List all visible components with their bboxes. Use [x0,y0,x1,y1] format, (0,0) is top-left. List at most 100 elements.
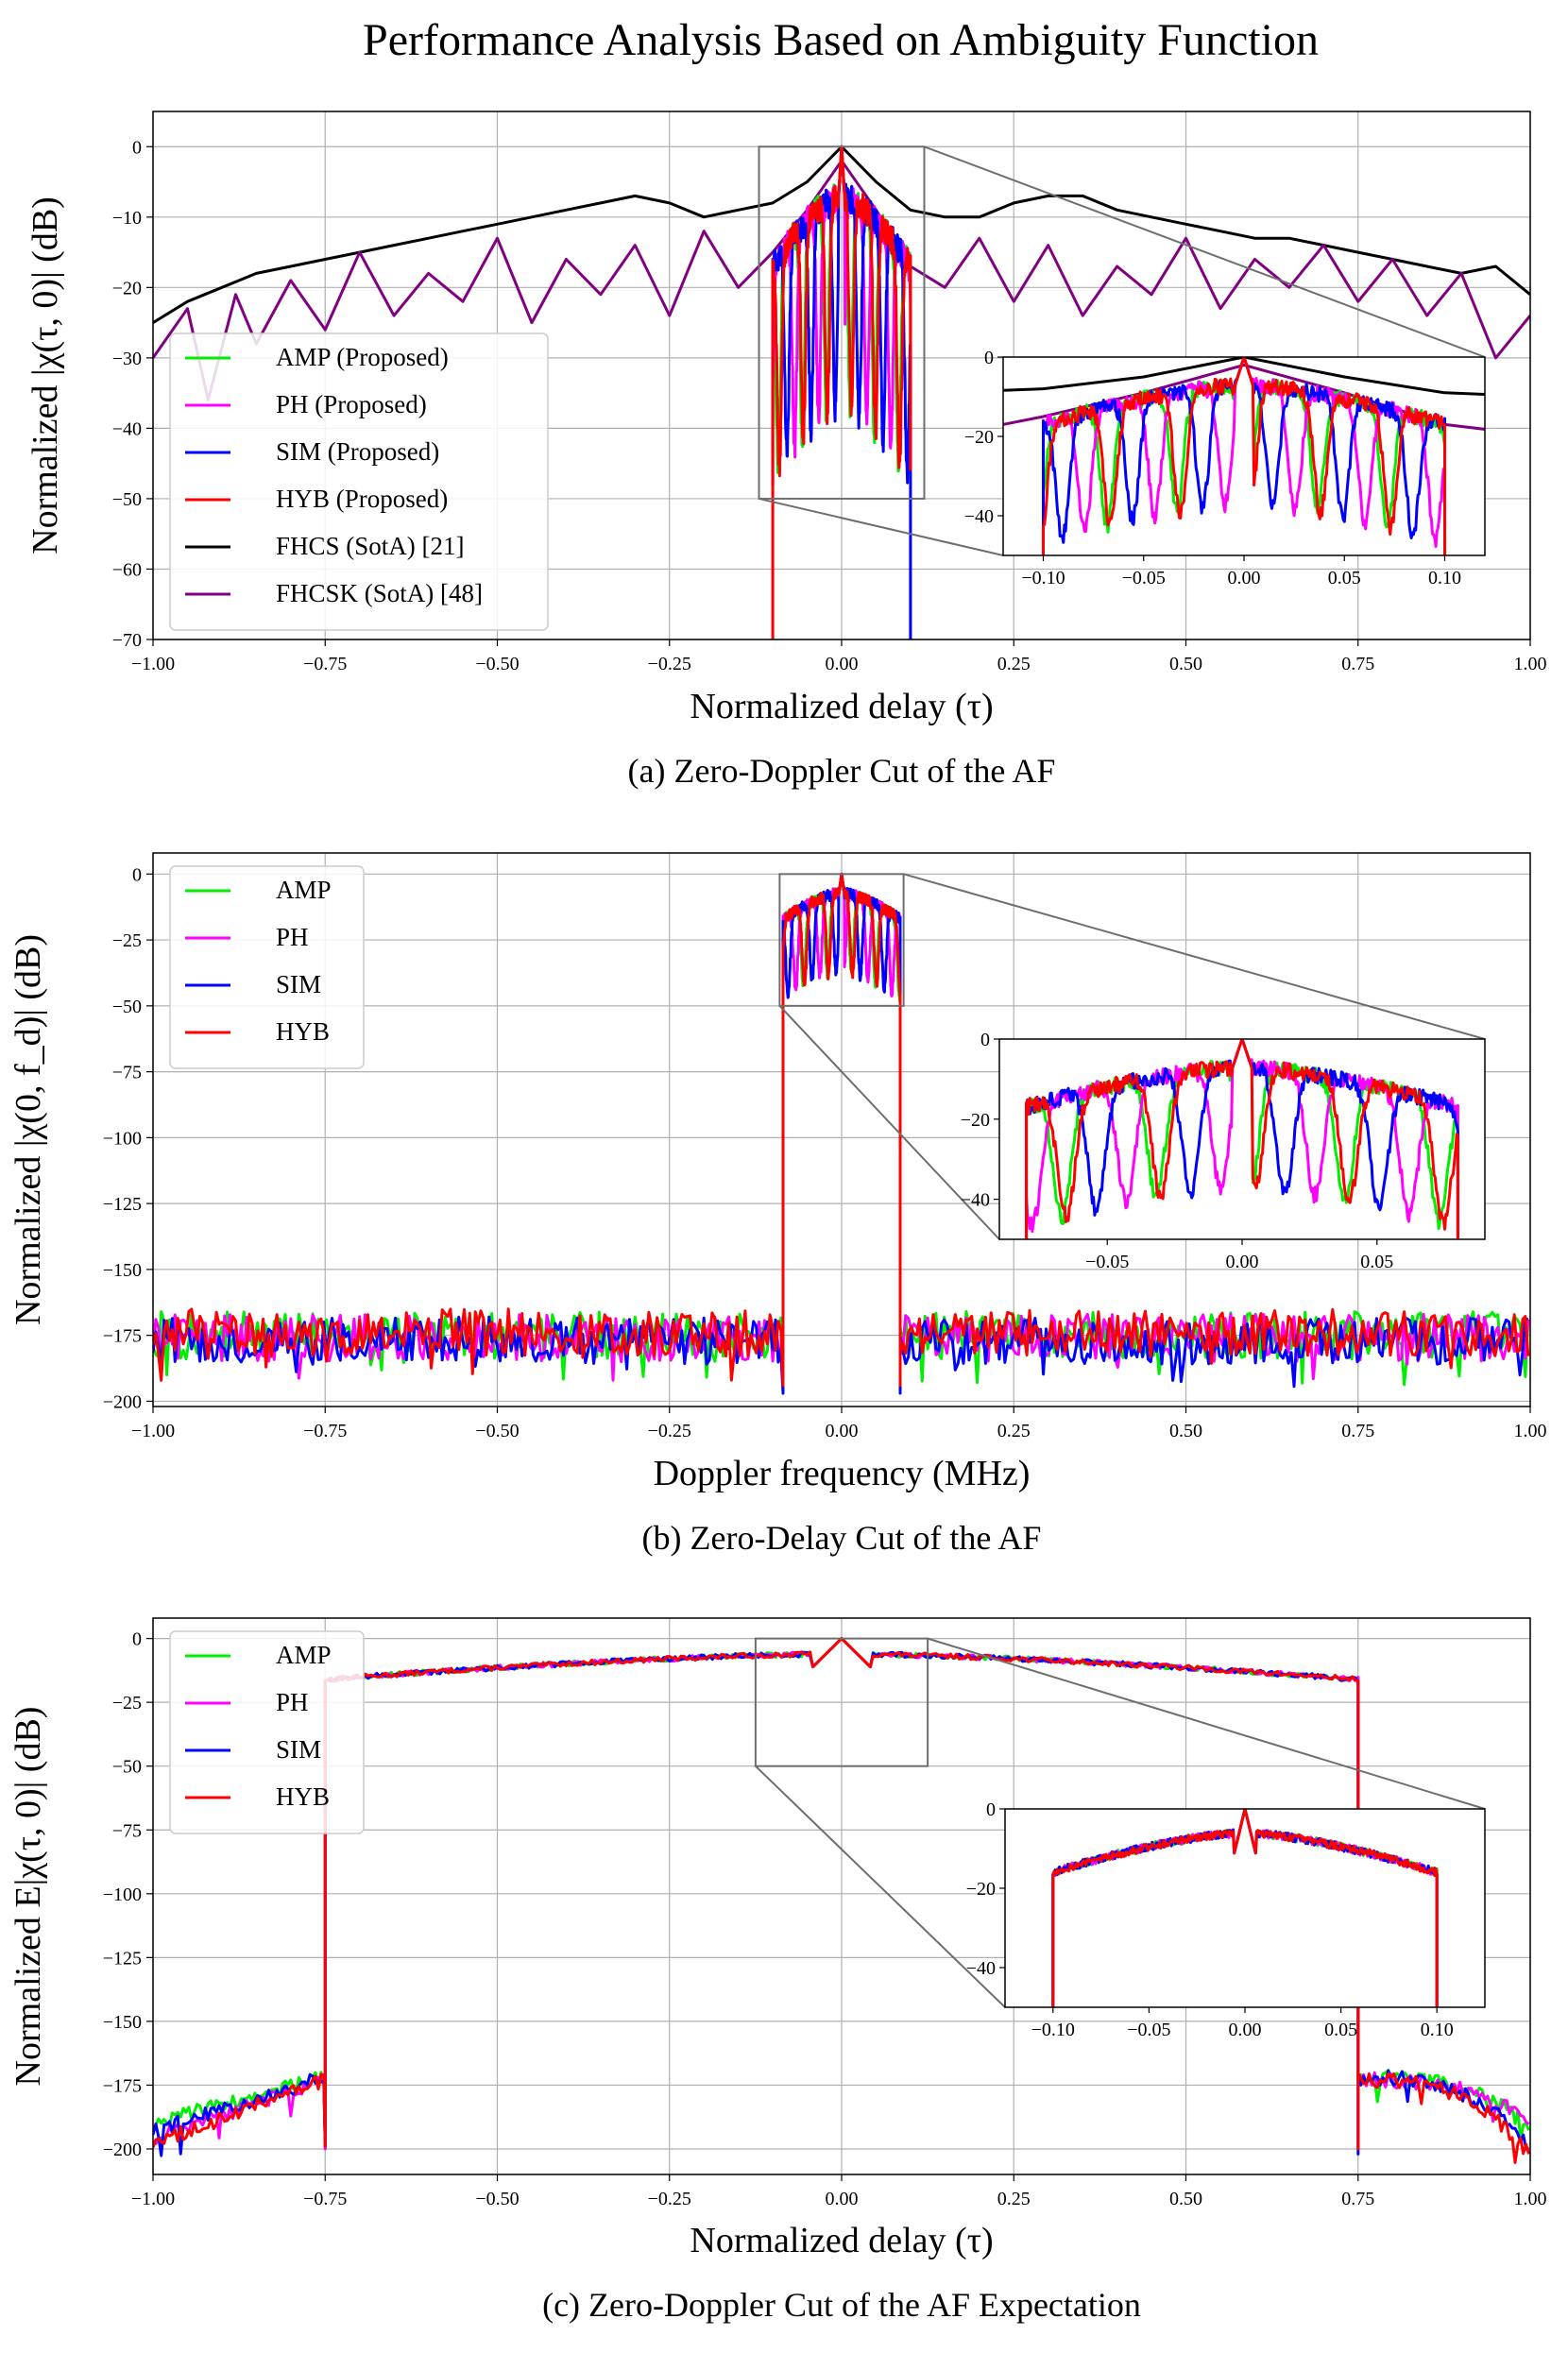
inset-background [1005,1809,1485,2007]
zoom-connector [755,1765,1006,2008]
legend-label: HYB [276,1782,330,1811]
x-tick-label: 0.50 [1169,1421,1202,1441]
x-tick-label: −0.50 [475,2189,519,2209]
inset-plot-area [1003,357,1485,555]
axes-frame [152,852,1531,1407]
legend-label: SIM (Proposed) [276,437,439,466]
y-axis-label: Normalized E|χ(τ, 0)| (dB) [9,1707,48,2087]
inset-series-line-hyb [1025,1039,1459,1239]
x-tick-label: 1.00 [1514,654,1547,674]
inset-y-tick-label: 0 [986,1799,996,1820]
inset-x-tick-label: 0.00 [1229,2020,1262,2040]
y-tick-label: −30 [112,349,142,369]
x-tick-label: 0.75 [1341,1421,1374,1441]
x-tick-label: 0.75 [1341,654,1374,674]
y-tick-label: −200 [103,2140,142,2160]
legend-box [169,865,365,1069]
inset-y-tick-label: −20 [961,1110,990,1131]
x-tick-label: 0.00 [826,2189,859,2209]
legend-label: AMP (Proposed) [276,343,449,371]
x-tick-label: 0.75 [1341,2189,1374,2209]
zoom-connector [924,145,1486,358]
inset-x-tick-label: −0.05 [1127,2020,1170,2040]
inset-y-tick-label: −40 [964,506,994,527]
figure-title: Performance Analysis Based on Ambiguity … [363,15,1319,65]
axes-frame [152,111,1531,640]
x-tick-label: 0.50 [1169,654,1202,674]
x-tick-label: 0.50 [1169,2189,1202,2209]
legend-label: PH [276,923,309,951]
y-tick-label: −25 [112,1693,142,1714]
y-tick-label: −50 [112,489,142,510]
x-tick-label: 0.25 [997,1421,1031,1441]
inset-x-tick-label: −0.05 [1085,1252,1129,1272]
y-tick-label: −50 [112,997,142,1017]
inset-y-tick-label: −20 [966,1879,996,1900]
zoom-region [778,873,905,1007]
y-tick-label: −175 [103,2075,142,2096]
x-axis-label: Doppler frequency (MHz) [654,1454,1031,1493]
legend-label: FHCSK (SotA) [48] [276,579,483,607]
y-tick-label: −25 [112,930,142,951]
inset-series-line-sim [1025,1039,1459,1239]
y-tick-label: −100 [103,1884,142,1905]
x-tick-label: 0.25 [997,654,1031,674]
legend-label: SIM [276,970,321,998]
y-tick-label: −150 [103,2012,142,2033]
inset-series-line-sim [1042,357,1446,555]
legend-box [169,1630,365,1834]
y-tick-label: 0 [132,864,142,885]
legend-label: PH (Proposed) [276,390,427,418]
x-tick-label: 1.00 [1514,2189,1547,2209]
inset-x-tick-label: −0.05 [1122,568,1166,588]
x-tick-label: −1.00 [131,2189,175,2209]
legend: AMP PH SIM HYB [169,865,365,1069]
y-tick-label: −125 [103,1194,142,1215]
y-tick-label: −75 [112,1063,142,1083]
y-tick-label: −175 [103,1326,142,1347]
y-tick-label: −50 [112,1757,142,1778]
x-tick-label: −0.25 [648,2189,691,2209]
zoom-region [758,145,926,500]
x-tick-label: 0.25 [997,2189,1031,2209]
inset-x-tick-label: 0.05 [1360,1252,1393,1272]
inset-x-tick-label: −0.10 [1031,2020,1075,2040]
x-tick-label: −1.00 [131,654,175,674]
inset-b: −0.05 0.00 0.05 0 −20 −40 [961,1030,1486,1272]
inset-series-line-hyb [1051,1809,1439,2007]
inset-background [999,1039,1485,1239]
legend-box [169,332,549,631]
inset-x-tick-label: 0.05 [1328,568,1361,588]
x-tick-label: −0.50 [475,654,519,674]
legend: AMP PH SIM HYB [169,1630,365,1834]
panel-caption: (a) Zero-Doppler Cut of the AF [628,752,1056,790]
x-tick-label: −0.75 [303,654,347,674]
zoom-connector [778,1005,1000,1240]
inset-x-tick-label: 0.10 [1421,2020,1454,2040]
x-tick-label: −1.00 [131,1421,175,1441]
panel-caption: (b) Zero-Delay Cut of the AF [642,1519,1042,1557]
inset-x-tick-label: 0.00 [1226,1252,1259,1272]
inset-x-tick-label: −0.10 [1021,568,1065,588]
x-tick-label: −0.75 [303,2189,347,2209]
axes-frame [152,1617,1531,2175]
y-tick-label: −70 [112,630,142,651]
x-tick-label: 0.00 [826,654,859,674]
inset-x-tick-label: 0.10 [1428,568,1461,588]
panel-c: −1.00 −0.75 −0.50 −0.25 0.00 0.25 0.50 0.75 1.00… [9,1617,1547,2324]
y-tick-label: −200 [103,1391,142,1412]
legend: AMP (Proposed) PH (Proposed) SIM (Proposed… [169,332,549,631]
inset-y-tick-label: 0 [984,348,994,368]
y-tick-label: −125 [103,1948,142,1969]
zoom-connector [903,873,1486,1040]
series-line-fhcsk [153,159,1530,402]
inset-plot-area [1025,1039,1459,1239]
legend-label: AMP [276,1641,332,1669]
y-tick-label: −100 [103,1128,142,1149]
panel-caption: (c) Zero-Doppler Cut of the AF Expectati… [542,2286,1141,2324]
legend-label: PH [276,1688,309,1716]
y-tick-label: 0 [132,137,142,158]
x-tick-label: −0.25 [648,654,691,674]
panel-b: −1.00 −0.75 −0.50 −0.25 0.00 0.25 0.50 0.75 1.00… [9,852,1547,1557]
zoom-connector [927,1637,1486,1810]
